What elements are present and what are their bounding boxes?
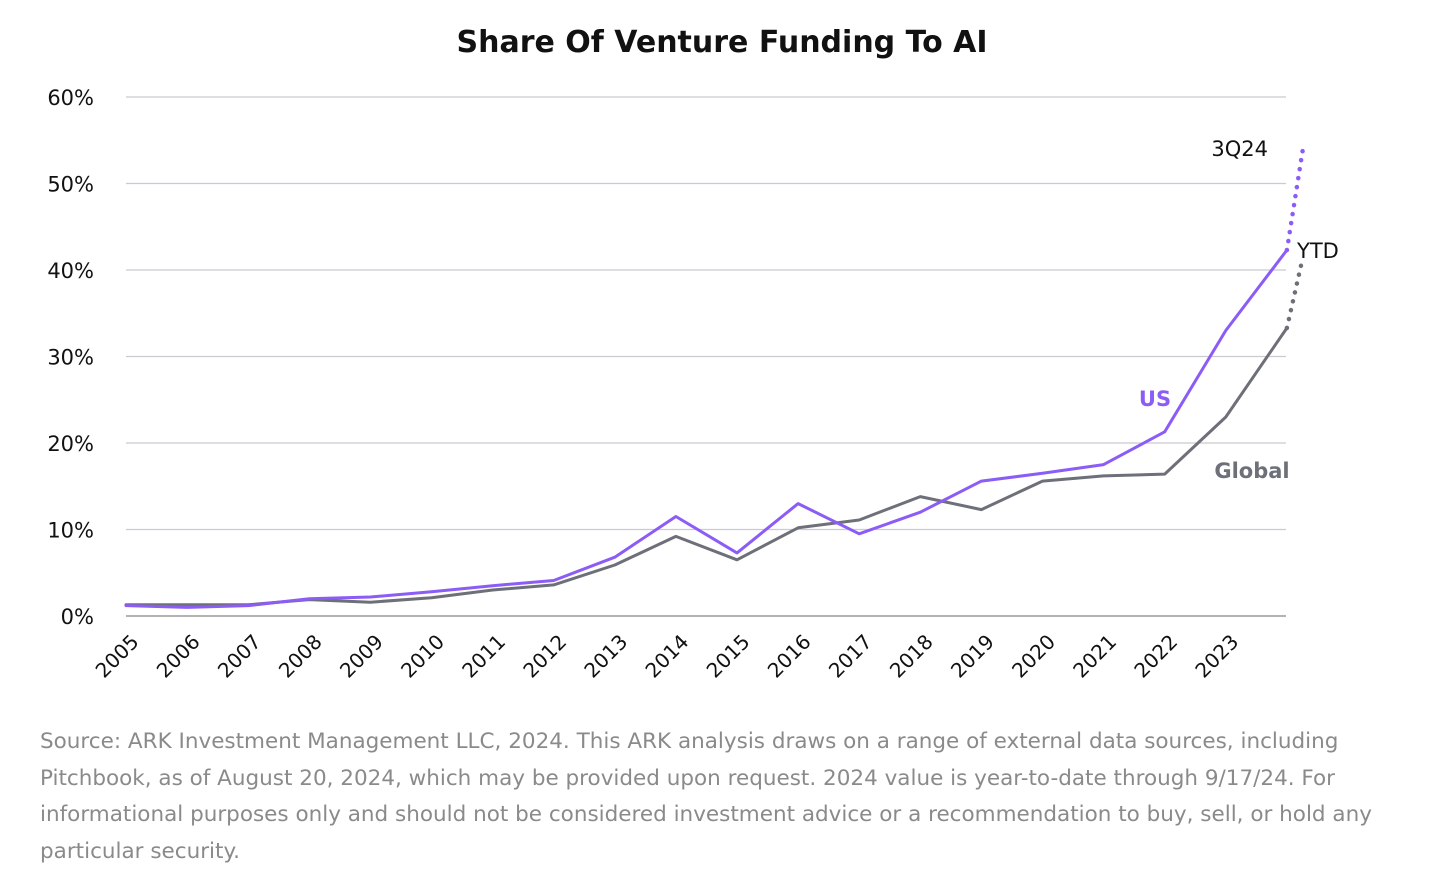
x-tick-label: 2010 [396,630,449,683]
series-label-global: Global [1214,459,1289,483]
annotation-3q24: 3Q24 [1211,137,1268,161]
x-tick-label: 2014 [640,630,693,683]
series-line-global [124,326,1289,607]
y-tick-label: 40% [47,259,94,283]
y-tick-label: 30% [47,346,94,370]
x-tick-label: 2008 [274,630,327,683]
x-tick-label: 2011 [457,630,510,683]
annotation-ytd: YTD [1296,239,1339,263]
x-tick-label: 2020 [1007,630,1060,683]
x-tick-label: 2012 [518,630,571,683]
chart-title: Share Of Venture Funding To AI [456,25,987,60]
y-tick-label: 50% [47,173,94,197]
series-label-us: US [1139,387,1171,411]
y-axis-ticks: 0% 10% 20% 30% 40% 50% 60% [47,86,94,629]
x-tick-label: 2009 [335,630,388,683]
x-tick-label: 2006 [152,630,205,683]
x-tick-label: 2018 [885,630,938,683]
source-note: Source: ARK Investment Management LLC, 2… [40,729,1372,864]
x-tick-label: 2005 [91,630,144,683]
y-tick-label: 60% [47,86,94,110]
x-tick-label: 2017 [824,630,877,683]
y-tick-label: 0% [61,605,94,629]
y-tick-label: 10% [47,519,94,543]
x-tick-label: 2015 [702,630,755,683]
x-tick-label: 2016 [763,630,816,683]
x-tick-label: 2007 [213,630,266,683]
x-tick-label: 2013 [579,630,632,683]
series-lines [124,146,1306,609]
series-line-us [124,248,1289,609]
x-tick-label: 2022 [1129,630,1182,683]
x-tick-label: 2019 [946,630,999,683]
projection-global [1284,254,1306,331]
grid [126,96,1286,617]
x-tick-label: 2021 [1068,630,1121,683]
series-labels: US Global 3Q24 YTD [1139,137,1339,483]
x-axis-ticks: 2005 2006 2007 2008 2009 2010 2011 2012 2013 2014… [91,630,1244,683]
y-tick-label: 20% [47,432,94,456]
projection-us [1284,146,1306,253]
x-tick-label: 2023 [1190,630,1243,683]
